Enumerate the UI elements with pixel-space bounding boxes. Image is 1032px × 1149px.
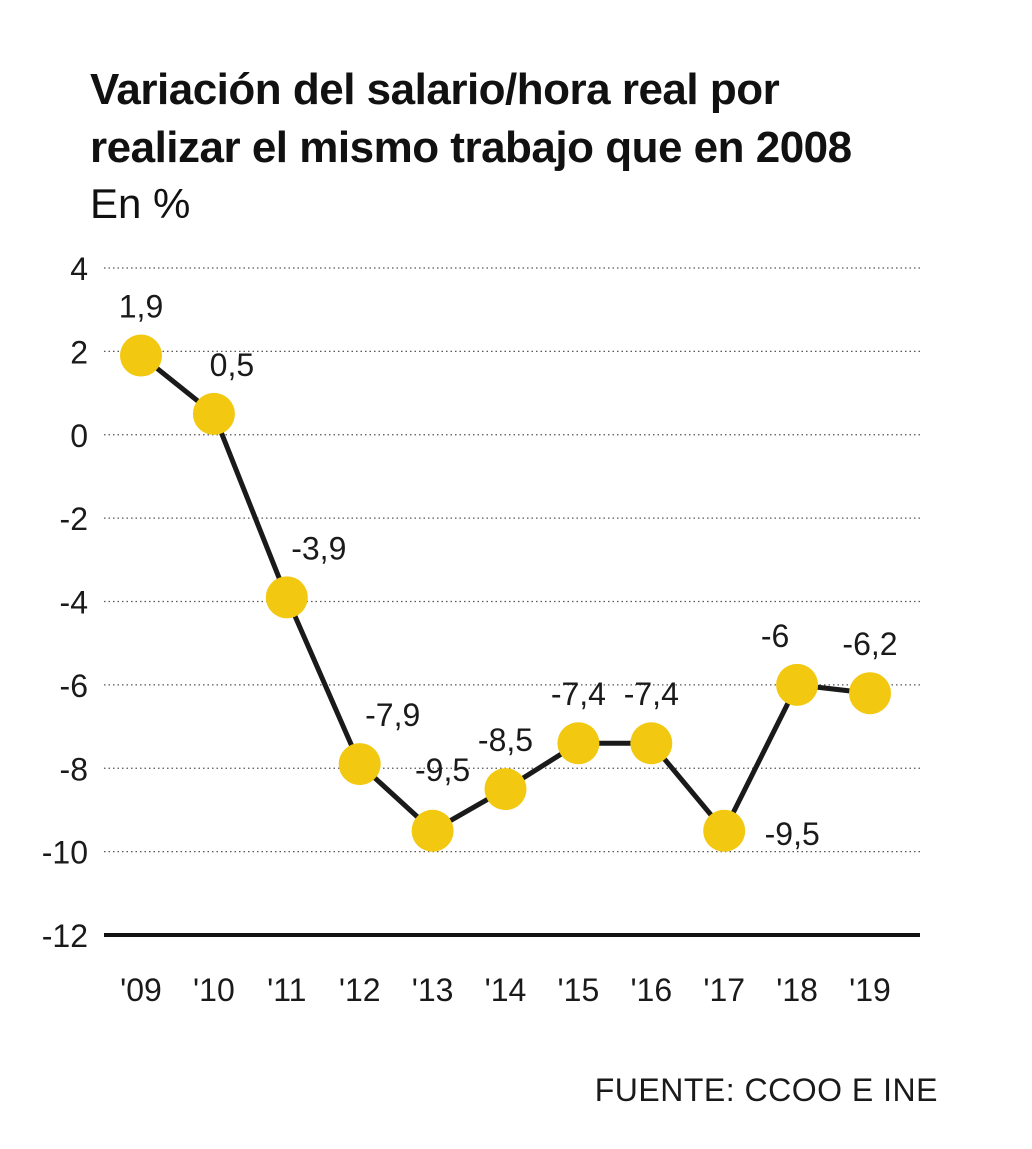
y-tick-label: 2 <box>70 334 88 370</box>
data-label: -8,5 <box>478 722 533 758</box>
y-tick-label: -10 <box>42 835 88 871</box>
data-label: -9,5 <box>415 752 470 788</box>
data-point <box>265 576 308 619</box>
data-point <box>849 672 891 715</box>
source-note: FUENTE: CCOO E INE <box>595 1072 938 1108</box>
series-line <box>139 353 871 834</box>
x-tick-label: '18 <box>776 972 818 1008</box>
x-tick-label: '17 <box>703 972 745 1008</box>
data-point <box>411 809 454 852</box>
y-tick-label: -4 <box>60 585 88 621</box>
x-tick-label: '13 <box>412 972 454 1008</box>
data-point <box>557 722 600 765</box>
data-label: -7,4 <box>624 676 679 712</box>
y-axis-ticks: 4 2 0 -2 -4 -6 -8 -10 -12 <box>42 251 88 954</box>
chart-title-line-2: realizar el mismo trabajo que en 2008 <box>90 123 852 172</box>
data-label: -7,4 <box>551 676 606 712</box>
y-tick-label: 0 <box>70 418 88 454</box>
data-point <box>338 743 381 786</box>
x-tick-label: '19 <box>849 972 891 1008</box>
y-tick-label: -2 <box>60 501 88 537</box>
data-label: 1,9 <box>119 289 163 325</box>
data-label: -6,2 <box>842 626 897 662</box>
x-tick-label: '10 <box>193 972 235 1008</box>
data-point <box>120 334 162 377</box>
data-label: -3,9 <box>291 530 346 566</box>
data-point <box>630 722 673 765</box>
x-tick-label: '09 <box>120 972 162 1008</box>
x-tick-label: '11 <box>267 972 306 1008</box>
x-tick-label: '14 <box>485 972 527 1008</box>
y-tick-label: -12 <box>42 918 88 954</box>
y-tick-label: 4 <box>70 251 88 287</box>
data-label: 0,5 <box>210 347 254 383</box>
grid-lines <box>104 267 920 937</box>
y-tick-label: -8 <box>60 751 88 787</box>
data-point <box>484 768 527 811</box>
x-tick-label: '15 <box>558 972 600 1008</box>
series <box>120 334 891 852</box>
data-label: -7,9 <box>365 697 420 733</box>
x-tick-label: '12 <box>339 972 381 1008</box>
chart-title-line-1: Variación del salario/hora real por <box>90 65 780 114</box>
x-tick-label: '16 <box>630 972 672 1008</box>
data-label: -6 <box>761 618 789 654</box>
data-label: -9,5 <box>765 816 820 852</box>
x-axis-ticks: '09 '10 '11 '12 '13 '14 '15 '16 '17 '18 '19 <box>120 972 891 1008</box>
data-point <box>192 392 235 435</box>
data-labels: 1,90,5-3,9-7,9-9,5-8,5-7,4 -7,4-9,5-6 -6,2 <box>119 289 898 852</box>
data-point <box>776 663 819 706</box>
data-point <box>703 809 746 852</box>
y-tick-label: -6 <box>60 668 88 704</box>
chart-subtitle: En % <box>90 180 190 227</box>
